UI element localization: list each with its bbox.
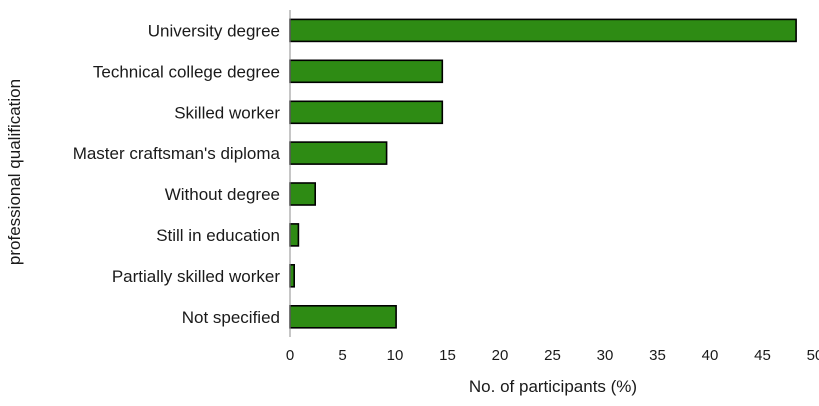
bars-group [289,18,797,329]
bar-0 [289,18,797,43]
y-axis-title: professional qualification [5,79,24,265]
x-tick-label-9: 45 [754,347,771,364]
x-tick-label-10: 50 [807,347,819,364]
x-tick-label-5: 25 [544,347,561,364]
bar-5 [289,223,300,247]
x-tick-labels: 0 5 10 15 20 25 30 35 40 45 50 [286,347,819,364]
bar-2 [289,100,444,125]
x-tick-label-1: 5 [338,347,346,364]
category-labels: University degree Technical college degre… [73,22,281,327]
category-label-7: Not specified [182,308,280,327]
x-tick-label-2: 10 [387,347,404,364]
bar-6 [289,263,295,288]
x-tick-label-0: 0 [286,347,294,364]
x-tick-label-7: 35 [649,347,666,364]
category-label-3: Master craftsman's diploma [73,144,281,163]
category-label-6: Partially skilled worker [112,267,280,286]
x-tick-label-3: 15 [439,347,456,364]
category-label-5: Still in education [156,226,280,245]
x-tick-label-6: 30 [597,347,614,364]
x-tick-label-4: 20 [492,347,509,364]
bar-7 [289,304,397,329]
bar-4 [289,182,317,206]
category-label-1: Technical college degree [93,62,280,81]
bar-1 [289,59,444,84]
x-tick-label-8: 40 [702,347,719,364]
category-label-0: University degree [148,22,280,41]
category-label-4: Without degree [165,185,280,204]
bar-3 [289,141,388,165]
x-axis-title: No. of participants (%) [469,377,637,396]
category-label-2: Skilled worker [174,103,280,122]
